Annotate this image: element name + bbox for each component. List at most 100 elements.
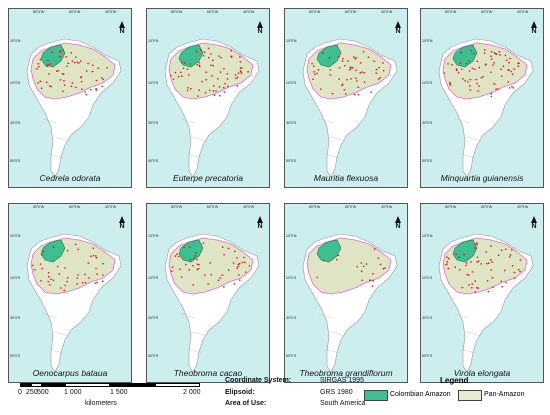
occurrence-point [47,59,49,62]
legend-swatch-colombian-amazon [364,390,388,401]
occurrence-point [71,60,74,62]
occurrence-point [239,279,241,281]
legend-swatch-pan-amazon [458,390,482,401]
latitude-label: 30°0'S [10,121,21,125]
occurrence-point [194,255,197,257]
north-arrow-label: N [531,223,537,230]
occurrence-point [169,74,172,77]
occurrence-point [322,52,324,54]
occurrence-point [202,242,205,244]
occurrence-point [200,49,202,51]
occurrence-point [482,76,484,78]
occurrence-point [63,84,66,86]
occurrence-point [59,56,61,58]
occurrence-point [223,91,226,93]
occurrence-point [210,64,212,66]
occurrence-point [176,253,178,255]
north-arrow-icon: N [257,216,263,230]
latitude-label: 10°0'S [286,81,297,85]
occurrence-point [447,267,449,270]
occurrence-point [234,74,237,76]
occurrence-point [378,66,380,69]
occurrence-point [96,273,98,275]
occurrence-point [461,286,463,289]
colombian-amazon-region [452,239,478,263]
occurrence-point [493,52,496,54]
occurrence-point [354,93,356,96]
north-arrow-icon: N [395,216,401,230]
occurrence-point [80,76,82,79]
occurrence-point [466,273,468,276]
colombian-amazon-region [178,239,204,263]
occurrence-point [212,65,214,67]
occurrence-point [197,268,200,270]
occurrence-point [210,274,212,276]
occurrence-point [39,80,41,82]
occurrence-point [347,60,349,62]
occurrence-point [244,261,246,263]
latitude-label: 10°0'N [148,39,159,43]
occurrence-point [48,73,50,75]
occurrence-point [446,261,449,263]
occurrence-point [203,51,206,53]
occurrence-point [464,80,466,82]
occurrence-point [57,69,59,72]
occurrence-point [238,262,241,265]
scale-tick: 2 000 [183,389,201,396]
occurrence-point [485,251,487,253]
occurrence-point [518,268,520,271]
occurrence-point [483,52,486,54]
occurrence-point [478,66,480,69]
occurrence-point [455,68,458,70]
north-arrow-label: N [395,223,401,230]
occurrence-point [217,78,219,80]
occurrence-point [186,68,189,70]
occurrence-point [236,85,238,87]
occurrence-point [346,79,348,81]
occurrence-point [50,278,52,280]
south-america-map [26,38,122,178]
occurrence-point [355,57,357,59]
occurrence-point [375,72,377,74]
occurrence-point [468,70,471,72]
occurrence-point [213,85,215,87]
occurrence-point [504,269,506,272]
occurrence-point [350,78,352,80]
longitude-label: 60°0'W [345,10,357,14]
map-panel: 80°0'W 60°0'W 40°0'W 10°0'N 10°0'S 30°0'S 50°0… [146,8,270,188]
occurrence-point [239,56,241,58]
occurrence-point [204,91,207,94]
longitude-label: 40°0'W [105,205,117,209]
occurrence-point [473,52,475,55]
latitude-label: 30°0'S [286,121,297,125]
occurrence-point [240,67,243,69]
occurrence-point [97,67,99,69]
occurrence-point [237,265,239,268]
occurrence-point [343,89,345,91]
occurrence-point [51,51,53,53]
occurrence-point [517,62,519,65]
occurrence-point [338,78,340,80]
occurrence-point [62,73,65,75]
country-border [42,118,58,124]
occurrence-point [474,291,477,293]
occurrence-point [316,276,318,279]
occurrence-point [186,89,189,92]
occurrence-point [62,49,64,51]
occurrence-point [227,247,230,250]
occurrence-point [382,70,385,72]
occurrence-point [377,78,380,80]
north-arrow-label: N [119,223,125,230]
species-label: Theobroma cacao [173,368,243,378]
occurrence-point [67,277,69,279]
occurrence-point [199,65,201,68]
occurrence-point [177,75,180,78]
occurrence-point [451,64,453,66]
occurrence-point [37,63,39,65]
occurrence-point [196,263,199,266]
longitude-label: 40°0'W [517,10,529,14]
occurrence-point [490,51,493,53]
legend-title: Legend [440,376,469,385]
latitude-label: 50°0'S [148,159,159,163]
occurrence-point [182,67,185,70]
